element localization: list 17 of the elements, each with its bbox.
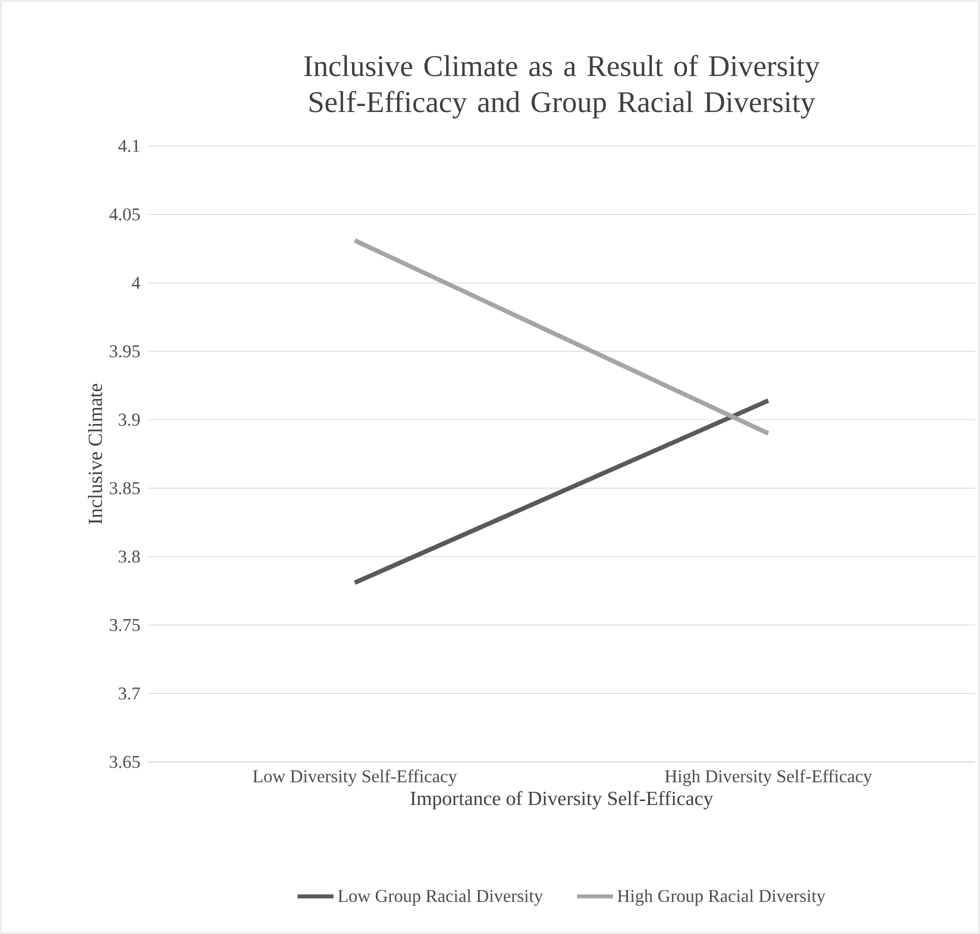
chart-title: Inclusive Climate as a Result of Diversity Self-Efficacy and Group Racial Diversity [304,54,820,118]
y-tick-label: 3.85 [110,482,140,494]
y-tick-label: 3.8 [118,550,140,563]
y-tick-label: 3.9 [118,414,140,426]
y-tick-label: 4 [132,276,140,289]
x-axis-title: Importance of Diversity Self-Efficacy [410,790,714,810]
legend-label: High Group Racial Diversity [618,889,826,906]
x-tick-label: High Diversity Self-Efficacy [664,770,872,786]
y-axis-title: Inclusive Climate [88,384,102,524]
y-tick-label: 3.65 [110,756,140,768]
y-tick-label: 3.95 [110,345,140,358]
x-tick-label: Low Diversity Self-Efficacy [252,770,458,786]
y-tick-label: 3.7 [118,687,140,700]
y-tick-label: 4.1 [118,140,140,152]
y-tick-label: 4.05 [109,208,140,221]
y-tick-label: 3.75 [110,619,140,632]
legend-label: Low Group Racial Diversity [338,889,543,906]
